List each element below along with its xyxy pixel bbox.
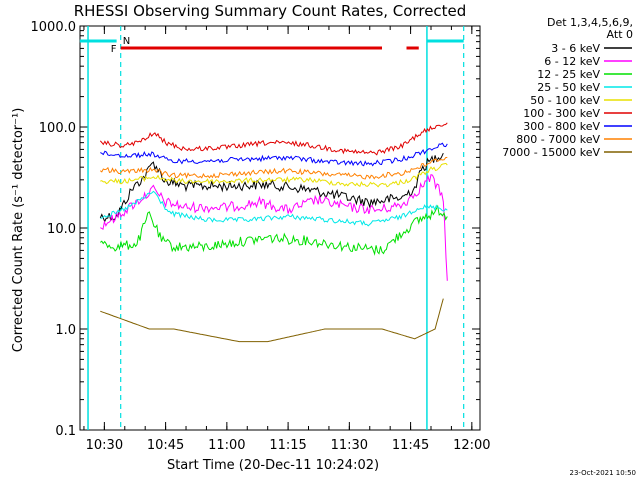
legend-label-8: 7000 - 15000 keV bbox=[502, 146, 600, 159]
chart-title: RHESSI Observing Summary Count Rates, Co… bbox=[74, 2, 467, 20]
x-tick-label: 10:45 bbox=[147, 438, 184, 453]
legend-label-6: 300 - 800 keV bbox=[523, 120, 600, 133]
series-line-8 bbox=[100, 298, 444, 343]
legend-header-line-1: Det 1,3,4,5,6,9, bbox=[547, 16, 633, 29]
legend-label-3: 25 - 50 keV bbox=[537, 81, 600, 94]
series-line-3 bbox=[100, 190, 448, 227]
legend-label-5: 100 - 300 keV bbox=[523, 107, 600, 120]
plot-layer: 0.1 1.0 10.0 100.0 1000.0 10:30 10:45 11:00 11:1… bbox=[31, 20, 632, 453]
legend-label-0: 3 - 6 keV bbox=[551, 42, 600, 55]
y-tick-label: 1000.0 bbox=[31, 20, 77, 35]
y-tick-label: 0.1 bbox=[55, 424, 76, 439]
legend-header-line-2: Att 0 bbox=[607, 28, 633, 41]
x-tick-label: 12:00 bbox=[453, 438, 490, 453]
x-axis-label: Start Time (20-Dec-11 10:24:02) bbox=[167, 458, 379, 473]
series-line-0 bbox=[99, 152, 444, 223]
x-tick-label: 11:45 bbox=[392, 438, 429, 453]
legend-label-7: 800 - 7000 keV bbox=[516, 133, 600, 146]
y-tick-label: 10.0 bbox=[47, 222, 76, 237]
y-tick-label: 1.0 bbox=[55, 323, 76, 338]
flag-label-N: N bbox=[123, 36, 130, 47]
series-line-4 bbox=[100, 162, 448, 188]
legend-label-2: 12 - 25 keV bbox=[537, 68, 600, 81]
series-line-6 bbox=[100, 142, 448, 167]
x-tick-label: 11:30 bbox=[331, 438, 368, 453]
y-axis-label: Corrected Count Rate (s⁻¹ detector⁻¹) bbox=[11, 108, 26, 353]
x-tick-label: 11:15 bbox=[269, 438, 306, 453]
plot-frame bbox=[79, 25, 481, 431]
series-line-7 bbox=[99, 156, 448, 180]
flag-label-F: F bbox=[111, 44, 117, 55]
footer-date: 23-Oct-2021 10:50 bbox=[570, 469, 636, 477]
legend-label-4: 50 - 100 keV bbox=[530, 94, 600, 107]
x-tick-label: 11:00 bbox=[208, 438, 245, 453]
series-line-5 bbox=[99, 122, 448, 156]
y-tick-label: 100.0 bbox=[39, 121, 76, 136]
series-line-1 bbox=[100, 174, 448, 281]
legend-label-1: 6 - 12 keV bbox=[544, 55, 600, 68]
series-line-2 bbox=[99, 204, 448, 256]
x-tick-label: 10:30 bbox=[86, 438, 123, 453]
